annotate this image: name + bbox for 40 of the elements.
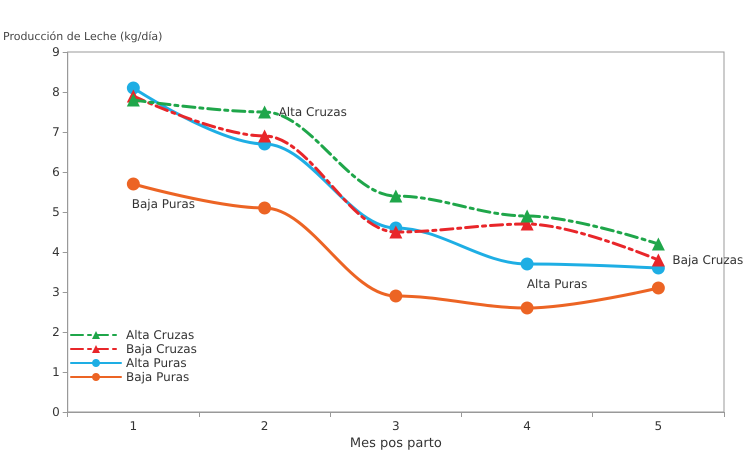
y-tick-label: 2 <box>52 325 60 339</box>
point <box>520 258 534 270</box>
legend-label: Baja Cruzas <box>126 342 197 356</box>
y-tick-label: 8 <box>52 85 60 99</box>
y-tick-label: 9 <box>52 45 60 59</box>
point <box>652 254 665 266</box>
annotation: Alta Puras <box>526 277 588 291</box>
y-tick-label: 5 <box>52 205 60 219</box>
x-tick-label: 5 <box>654 419 662 433</box>
annotation: Alta Cruzas <box>278 105 347 119</box>
point <box>389 290 402 302</box>
x-tick-label: 3 <box>392 419 400 433</box>
point <box>126 82 140 94</box>
y-tick-label: 4 <box>52 245 60 259</box>
y-tick-label: 3 <box>52 285 60 299</box>
legend-label: Alta Puras <box>126 356 187 370</box>
point <box>389 226 402 238</box>
point <box>126 178 140 190</box>
x-tick-label: 2 <box>260 419 268 433</box>
point <box>126 94 140 106</box>
point <box>258 202 272 214</box>
legend-label: Baja Puras <box>126 370 190 384</box>
point <box>652 238 665 250</box>
annotation: Baja Puras <box>132 197 195 211</box>
point <box>258 106 272 118</box>
point <box>652 282 665 294</box>
y-tick-label: 1 <box>52 365 60 379</box>
point <box>520 210 534 222</box>
annotation: Baja Cruzas <box>672 253 744 267</box>
x-tick-label: 4 <box>523 419 531 433</box>
y-tick-label: 0 <box>52 405 60 419</box>
x-tick-label: 1 <box>130 419 138 433</box>
point <box>389 190 402 202</box>
y-axis-title: Producción de Leche (kg/día) <box>2 30 162 43</box>
point <box>258 130 272 142</box>
x-axis-title: Mes pos parto <box>350 436 442 451</box>
y-tick-label: 6 <box>52 165 60 179</box>
y-tick-label: 7 <box>52 125 60 139</box>
legend-label: Alta Cruzas <box>126 328 194 342</box>
point <box>520 302 534 314</box>
